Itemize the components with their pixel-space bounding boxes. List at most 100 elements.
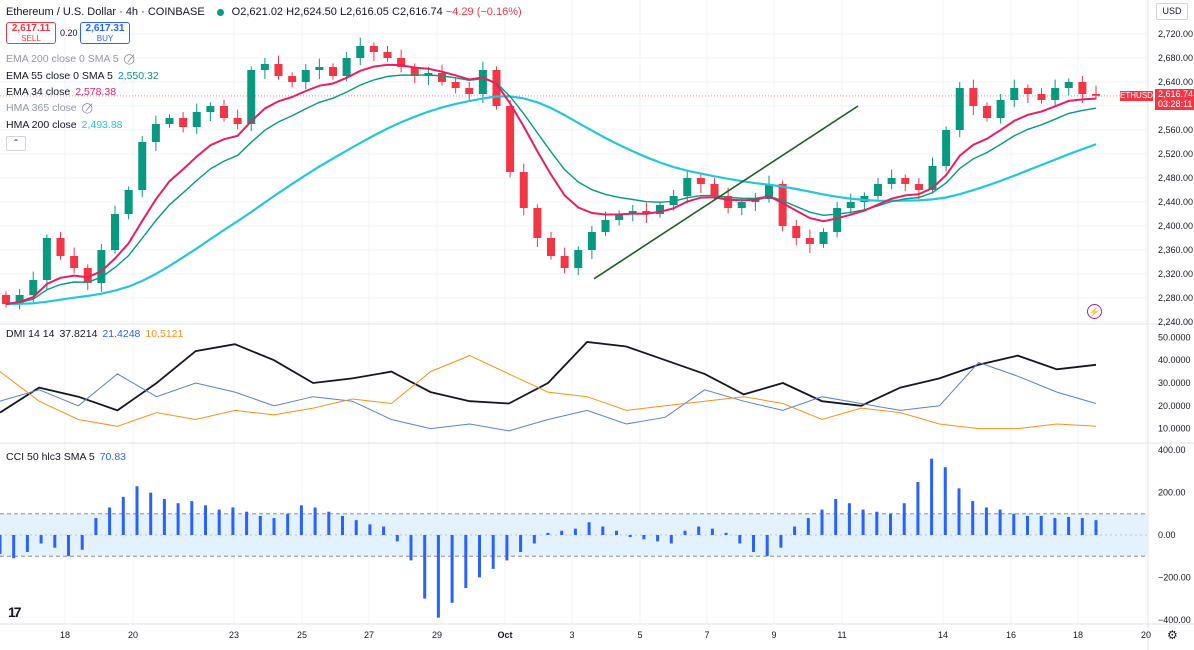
cci-bar xyxy=(478,535,481,578)
legend-ema55[interactable]: EMA 55 close 0 SMA 5 2,550.32 xyxy=(6,70,159,82)
lightning-icon[interactable]: ⚡ xyxy=(1087,304,1102,319)
cci-bar xyxy=(1039,515,1043,535)
candle-body xyxy=(928,166,937,190)
cci-bar xyxy=(984,507,988,535)
candle-body xyxy=(765,184,773,199)
cci-legend[interactable]: CCI 50 hlc3 SMA 5 70.83 xyxy=(6,451,126,463)
candle-body xyxy=(533,208,542,238)
candle-body xyxy=(220,106,228,118)
dmi-axis-label: 20.0000 xyxy=(1158,401,1191,411)
cci-bar xyxy=(80,535,84,550)
time-axis-label: 5 xyxy=(637,630,642,640)
legend-ema200[interactable]: EMA 200 close 0 SMA 5 ◯̸ xyxy=(6,53,135,65)
close-label: C xyxy=(391,6,400,18)
cci-bar xyxy=(0,535,2,555)
eye-off-icon[interactable]: ◯̸ xyxy=(81,102,93,114)
candle-body xyxy=(478,70,487,94)
eye-off-icon[interactable]: ◯̸ xyxy=(123,53,135,65)
time-axis[interactable]: 18 20 23 25 27 29 Oct 3 5 7 9 11 14 16 18 20 xyxy=(60,630,1151,640)
time-axis-label: Oct xyxy=(497,630,512,640)
dmi-minus-value: 10.5121 xyxy=(145,328,184,340)
sell-price: 2,617.11 xyxy=(11,23,51,34)
candle-body xyxy=(42,238,51,280)
price-axis-label: 2,680.00 xyxy=(1158,53,1193,63)
buy-button[interactable]: 2,617.31 BUY xyxy=(80,22,130,44)
candle-body xyxy=(587,232,596,250)
candle-body xyxy=(833,208,842,232)
candle-body xyxy=(669,196,678,205)
candle-body xyxy=(29,280,38,295)
cci-bar xyxy=(916,482,920,535)
candle-body xyxy=(615,214,624,220)
cci-bar xyxy=(135,486,139,535)
cci-bar xyxy=(889,513,892,535)
time-axis-label: 7 xyxy=(704,630,709,640)
candle-body xyxy=(1037,94,1046,100)
candle-body xyxy=(315,67,324,70)
cci-bar xyxy=(724,532,728,535)
candle-body xyxy=(410,67,419,76)
market-status-icon xyxy=(216,8,224,16)
candle-body xyxy=(397,58,406,67)
gear-icon[interactable]: ⚙ xyxy=(1167,628,1178,642)
cci-bar xyxy=(587,522,591,535)
legend-hma365[interactable]: HMA 365 close ◯̸ xyxy=(6,102,93,114)
candle-body xyxy=(383,52,392,58)
cci-bar xyxy=(409,535,413,561)
cci-bar xyxy=(683,530,687,535)
cci-bar xyxy=(875,511,879,535)
dmi-axis[interactable]: 50.0000 40.0000 30.0000 20.0000 10.0000 xyxy=(1158,332,1191,433)
symbol-header: Ethereum / U.S. Dollar · 4h · COINBASE O… xyxy=(6,4,522,20)
time-axis-label: 9 xyxy=(771,630,776,640)
candle-body xyxy=(1051,88,1060,100)
low-label: L xyxy=(339,6,347,18)
price-axis-label: 2,560.00 xyxy=(1158,125,1193,135)
ohlc-values: O2,621.02 H2,624.50 L2,616.05 C2,616.74 … xyxy=(232,6,522,18)
symbol-price-tag: ETHUSD xyxy=(1120,91,1153,101)
candle-body xyxy=(506,106,515,172)
cci-bar xyxy=(382,526,386,535)
symbol-title[interactable]: Ethereum / U.S. Dollar · 4h · COINBASE xyxy=(6,6,205,18)
open-value: 2,621.02 xyxy=(240,6,284,18)
dmi-legend[interactable]: DMI 14 14 37.8214 21.4248 10.5121 xyxy=(6,328,183,340)
cci-bar xyxy=(436,535,440,618)
cci-axis[interactable]: 400.00 200.00 0.00 −200.00 −400.00 xyxy=(1158,445,1191,625)
candle-body xyxy=(1092,94,1100,96)
candle-body xyxy=(206,106,215,112)
tradingview-logo-icon[interactable]: 17 xyxy=(8,604,22,620)
price-axis[interactable]: 2,720.002,680.002,640.002,600.002,560.00… xyxy=(1158,29,1193,327)
collapse-legend-button[interactable]: ⌃ xyxy=(6,136,26,151)
candle-body xyxy=(138,142,147,190)
price-axis-label: 2,400.00 xyxy=(1158,221,1193,231)
candle-body xyxy=(451,82,460,88)
trade-buttons: 2,617.11 SELL 0.20 2,617.31 BUY xyxy=(6,22,130,44)
ema55-line xyxy=(5,74,1097,305)
sell-button[interactable]: 2,617.11 SELL xyxy=(6,22,56,44)
cci-bar xyxy=(573,528,577,535)
price-axis-label: 2,320.00 xyxy=(1158,269,1193,279)
cci-bar xyxy=(820,509,824,535)
open-label: O xyxy=(231,6,241,18)
currency-button[interactable]: USD xyxy=(1156,3,1188,20)
cci-bar xyxy=(1080,518,1084,535)
hma200-line xyxy=(5,95,1097,306)
candle-body xyxy=(519,172,528,208)
cci-bar xyxy=(190,501,194,535)
candle-body xyxy=(356,46,365,58)
candle-body xyxy=(942,130,951,166)
cci-axis-label: 200.00 xyxy=(1158,488,1186,498)
candle-body xyxy=(151,124,160,142)
minus-di-line xyxy=(0,355,1097,430)
candle-body xyxy=(887,178,896,184)
cci-bar xyxy=(94,518,98,535)
time-axis-label: 16 xyxy=(1006,630,1016,640)
cci-bar xyxy=(669,535,673,544)
candle-body xyxy=(819,232,828,244)
legend-ema34[interactable]: EMA 34 close 2,578.38 xyxy=(6,86,116,98)
dmi-adx-value: 37.8214 xyxy=(59,328,98,340)
plus-di-line xyxy=(0,361,1097,432)
candle-body xyxy=(260,64,269,70)
candle-body xyxy=(288,76,297,82)
legend-hma200[interactable]: HMA 200 close 2,493.88 xyxy=(6,119,123,131)
